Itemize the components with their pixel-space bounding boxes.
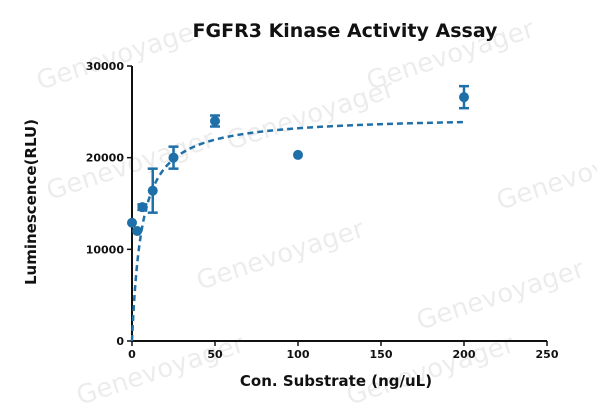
data-point (132, 226, 143, 236)
axis-ticks: 0 50 100 150 200 250 0 10000 20000 30000 (86, 60, 559, 361)
data-point (459, 92, 469, 103)
data-point (210, 116, 220, 126)
watermark-text: Genevoyager (223, 74, 398, 157)
y-tick-label: 20000 (86, 152, 125, 165)
fit-curve (130, 120, 465, 342)
data-point (168, 152, 179, 163)
x-tick-label: 200 (453, 348, 476, 361)
y-tick-label: 10000 (86, 243, 125, 256)
y-axis-label: Luminescence(RLU) (22, 119, 40, 285)
y-tick-label: 0 (116, 335, 124, 348)
watermark-text: Genevoyager (193, 214, 368, 297)
watermark-text: Genevoyager (33, 14, 208, 97)
watermark-text: Genevoyager (413, 254, 588, 337)
x-tick-label: 250 (536, 348, 559, 361)
x-axis-label: Con. Substrate (ng/uL) (240, 372, 432, 390)
chart-title: FGFR3 Kinase Activity Assay (193, 20, 499, 42)
watermark-text: Genevoyager (43, 124, 218, 207)
watermark-layer: Genevoyager GenevoyagerGenevoyagerGenevoy… (33, 14, 597, 407)
x-tick-label: 50 (207, 348, 223, 361)
data-points (127, 84, 469, 236)
x-tick-label: 0 (128, 348, 136, 361)
data-point (127, 217, 137, 228)
x-tick-label: 100 (287, 348, 310, 361)
x-tick-label: 150 (370, 348, 393, 361)
watermark-text: Genevoyager (493, 134, 597, 217)
data-point (137, 202, 148, 213)
data-point (147, 185, 158, 196)
data-point (293, 149, 303, 160)
y-tick-label: 30000 (86, 60, 125, 73)
